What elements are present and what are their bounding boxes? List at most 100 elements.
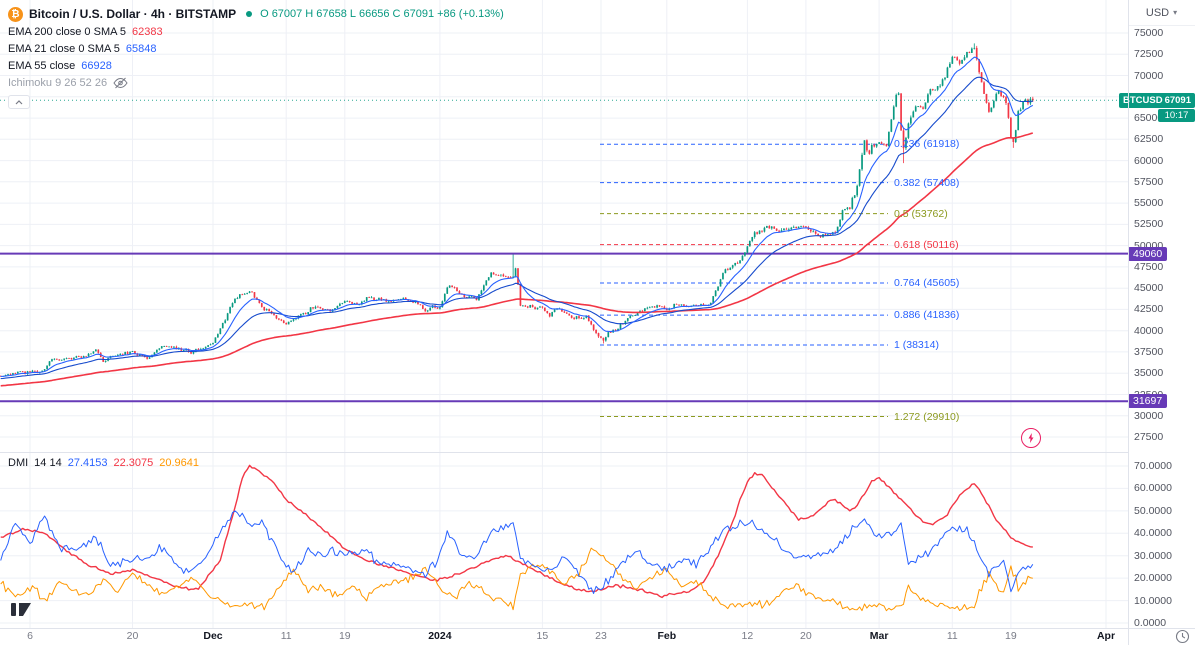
price-tick-label: 60000 (1134, 154, 1164, 167)
high-value: 67658 (316, 8, 347, 20)
time-tick-label: 23 (595, 630, 607, 642)
time-tick-label: 15 (536, 630, 549, 642)
indicator-legend-row[interactable]: EMA 21 close 0 SMA 5 65848 (8, 40, 504, 57)
fib-level-label: 1.272 (29910) (894, 410, 960, 423)
fib-level-label: 1 (38314) (894, 339, 939, 351)
symbol-header[interactable]: ₿ Bitcoin / U.S. Dollar · 4h · BITSTAMP … (8, 5, 504, 23)
dmi-values: 27.4153 22.3075 20.9641 (68, 457, 205, 469)
pane-separator[interactable] (0, 452, 1195, 453)
indicator-value: 65848 (125, 42, 157, 55)
tradingview-logo[interactable] (10, 601, 36, 622)
tradingview-logo-icon (11, 603, 31, 616)
time-tick-label: 20 (126, 630, 139, 642)
fib-level-label: 0.764 (45605) (894, 277, 960, 289)
price-tick-label: 57500 (1134, 175, 1164, 188)
current-price-label: BTCUSD 67091 (1119, 92, 1195, 108)
lightning-alert-button[interactable] (1021, 428, 1041, 448)
time-tick-label: 19 (338, 630, 351, 642)
legend-collapse-button[interactable] (8, 95, 30, 109)
bar-countdown: 10:17 (1158, 108, 1195, 122)
fib-level-label: 0.5 (53762) (894, 207, 948, 220)
dmi-tick-label: 30.0000 (1134, 549, 1172, 562)
time-tick-label: Feb (657, 630, 677, 642)
time-tick-label: 19 (1005, 630, 1017, 642)
close-value: 67091 (403, 8, 435, 20)
chevron-down-icon: ▾ (1173, 8, 1178, 17)
time-tick-label: Mar (869, 630, 889, 642)
close-label: C (392, 8, 401, 20)
indicator-value: 62383 (132, 25, 163, 38)
indicator-label: EMA 55 close (8, 59, 76, 72)
open-value: 67007 (271, 8, 303, 20)
chevron-up-icon (15, 99, 23, 104)
time-axis-corner (1128, 628, 1195, 645)
dmi-params: 14 14 (34, 457, 62, 469)
price-level-label: 31697 (1128, 394, 1168, 409)
currency-selector[interactable]: USD ▾ (1128, 0, 1195, 26)
dmi-tick-label: 10.0000 (1134, 594, 1172, 607)
dmi-tick-label: 70.0000 (1134, 460, 1172, 472)
low-value: 66656 (358, 8, 390, 20)
time-tick-label: 20 (800, 630, 812, 642)
price-tick-label: 45000 (1134, 282, 1164, 295)
price-tick-label: 70000 (1134, 69, 1164, 82)
time-tick-label: 11 (946, 630, 958, 642)
price-tick-label: 55000 (1134, 197, 1164, 210)
axis-separator-horizontal (0, 628, 1195, 629)
indicator-label: EMA 21 close 0 SMA 5 (8, 42, 120, 55)
time-tick-label: Apr (1096, 630, 1116, 642)
time-tick-label: 2024 (428, 630, 452, 642)
fib-level-label: 0.618 (50116) (894, 238, 959, 251)
price-tick-label: 40000 (1134, 324, 1164, 337)
dmi-tick-label: 60.0000 (1134, 482, 1172, 495)
axis-separator-vertical (1128, 0, 1129, 645)
change-value: +86 (+0.13%) (437, 8, 504, 20)
chart-canvas[interactable] (0, 0, 1128, 628)
dmi-tick-label: 50.0000 (1134, 504, 1172, 517)
price-tick-label: 27500 (1134, 431, 1164, 443)
indicator-legend-list: EMA 200 close 0 SMA 5 62383 EMA 21 close 0… (8, 23, 504, 91)
time-tick-label: 6 (27, 630, 33, 642)
time-axis[interactable]: 6 20 Dec 11 19 2024 15 23 Feb 12 20 Mar 11 19 Apr (0, 628, 1128, 645)
dmi-tick-label: 40.0000 (1134, 527, 1172, 540)
time-tick-label: 11 (280, 630, 292, 642)
clock-icon[interactable] (1174, 629, 1190, 645)
bitcoin-icon: ₿ (8, 6, 23, 22)
dmi-tick-label: 20.0000 (1134, 572, 1172, 585)
price-tick-label: 52500 (1134, 218, 1164, 231)
price-tick-label: 47500 (1134, 260, 1164, 273)
low-label: L (349, 8, 356, 20)
price-tick-label: 37500 (1134, 345, 1164, 358)
fib-level-label: 0.236 (61918) (894, 138, 960, 151)
lightning-icon (1028, 433, 1034, 443)
indicator-legend-row[interactable]: Ichimoku 9 26 52 26 (8, 74, 504, 91)
dmi-label: DMI (8, 457, 29, 469)
currency-label: USD (1145, 6, 1170, 19)
chart-legend: ₿ Bitcoin / U.S. Dollar · 4h · BITSTAMP … (8, 5, 504, 109)
indicator-label: Ichimoku 9 26 52 26 (8, 76, 108, 89)
dmi-indicator-legend[interactable]: DMI 14 14 27.4153 22.3075 20.9641 (8, 457, 205, 469)
price-tick-label: 35000 (1134, 367, 1164, 380)
symbol-title: Bitcoin / U.S. Dollar · 4h · BITSTAMP (29, 7, 237, 21)
high-label: H (305, 8, 314, 20)
indicator-legend-row[interactable]: EMA 55 close 66928 (8, 57, 504, 74)
clock-glyph (1175, 629, 1189, 644)
time-tick-label: Dec (203, 630, 223, 642)
price-axis[interactable]: USD ▾ 7500072500700006750065000625006000… (1119, 0, 1195, 629)
dmi-value: 20.9641 (159, 457, 199, 469)
current-price: 67091 (1164, 94, 1191, 106)
market-status-dot (246, 11, 253, 17)
price-tick-label: 30000 (1134, 409, 1164, 422)
fib-level-label: 0.886 (41836) (894, 309, 960, 322)
price-tick-label: 65000 (1134, 112, 1164, 125)
eye-off-icon[interactable] (113, 77, 128, 89)
fib-level-label: 0.382 (57408) (894, 176, 960, 189)
dmi-tick-label: 0.0000 (1134, 617, 1167, 629)
dmi-value: 22.3075 (113, 457, 154, 469)
open-label: O (260, 8, 269, 20)
price-level-label: 49060 (1128, 246, 1168, 261)
indicator-legend-row[interactable]: EMA 200 close 0 SMA 5 62383 (8, 23, 504, 40)
indicator-label: EMA 200 close 0 SMA 5 (8, 25, 127, 38)
price-tick-label: 75000 (1134, 27, 1164, 39)
